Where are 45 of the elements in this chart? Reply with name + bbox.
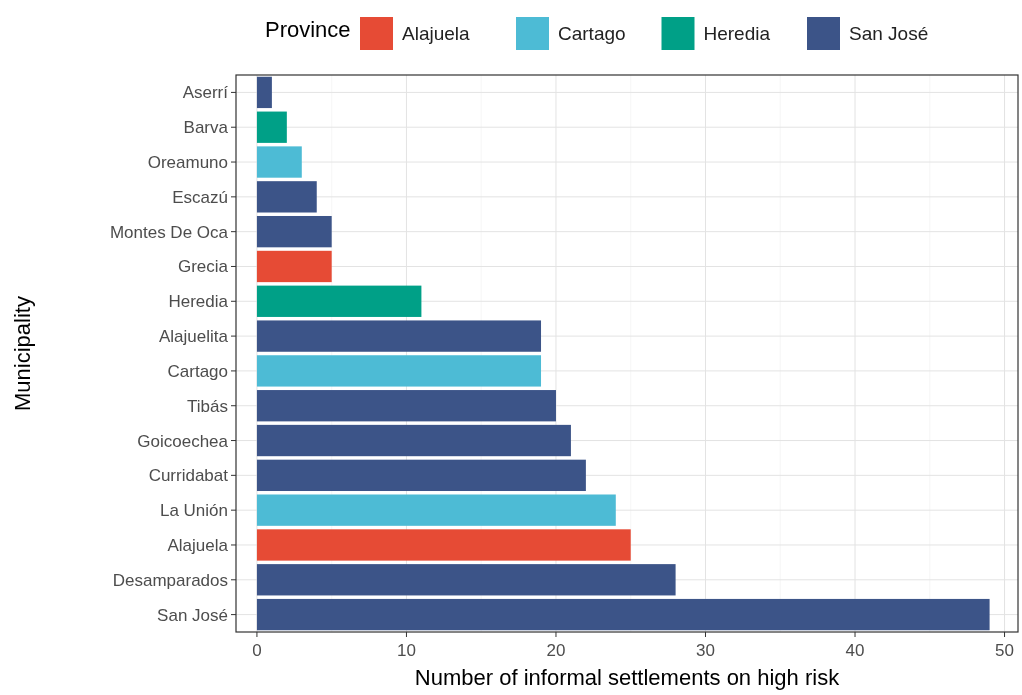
- x-tick-label: 20: [546, 641, 566, 660]
- bar: [256, 459, 586, 492]
- y-tick-label: Escazú: [172, 187, 228, 207]
- x-tick-label: 10: [396, 641, 416, 660]
- legend-label: San José: [849, 23, 929, 44]
- y-tick-label: La Unión: [159, 501, 228, 521]
- bar: [256, 320, 542, 352]
- y-axis-title: Municipality: [10, 296, 35, 411]
- bar: [256, 494, 616, 526]
- y-tick-label: Curridabat: [148, 466, 229, 486]
- bar: [256, 76, 272, 109]
- y-tick-label: Grecia: [177, 257, 229, 277]
- bar: [256, 424, 571, 457]
- x-tick-label: 0: [252, 641, 262, 660]
- x-axis-title: Number of informal settlements on high risk: [414, 665, 841, 690]
- y-tick-label: Aserrí: [182, 83, 229, 103]
- y-tick-label: Alajuela: [167, 535, 229, 555]
- x-tick-label: 30: [696, 641, 715, 660]
- bar: [256, 146, 302, 178]
- bar: [256, 181, 317, 213]
- bar: [256, 250, 332, 283]
- bar: [256, 111, 287, 143]
- y-tick-label: Heredia: [168, 292, 229, 312]
- bar: [256, 390, 556, 422]
- x-tick-label: 50: [995, 641, 1014, 660]
- legend-label: Alajuela: [402, 23, 471, 44]
- x-tick-label: 40: [845, 641, 865, 660]
- legend-title: Province: [265, 17, 351, 42]
- y-tick-label: Goicoechea: [137, 431, 229, 451]
- legend-label: Cartago: [558, 23, 626, 44]
- bar: [256, 529, 631, 561]
- bar: [256, 598, 990, 631]
- y-tick-label: San José: [157, 605, 228, 625]
- bar: [256, 355, 542, 387]
- y-tick-label: Desamparados: [112, 570, 228, 590]
- y-tick-label: Alajuelita: [159, 327, 229, 347]
- y-tick-label: Cartago: [167, 361, 228, 381]
- y-tick-label: Oreamuno: [147, 153, 228, 173]
- y-tick-label: Montes De Oca: [109, 222, 229, 242]
- bar: [256, 215, 332, 248]
- y-tick-label: Tibás: [187, 396, 228, 416]
- y-tick-label: Barva: [183, 118, 229, 138]
- legend-label: Heredia: [703, 23, 771, 44]
- bar: [256, 285, 422, 317]
- bar: [256, 564, 676, 596]
